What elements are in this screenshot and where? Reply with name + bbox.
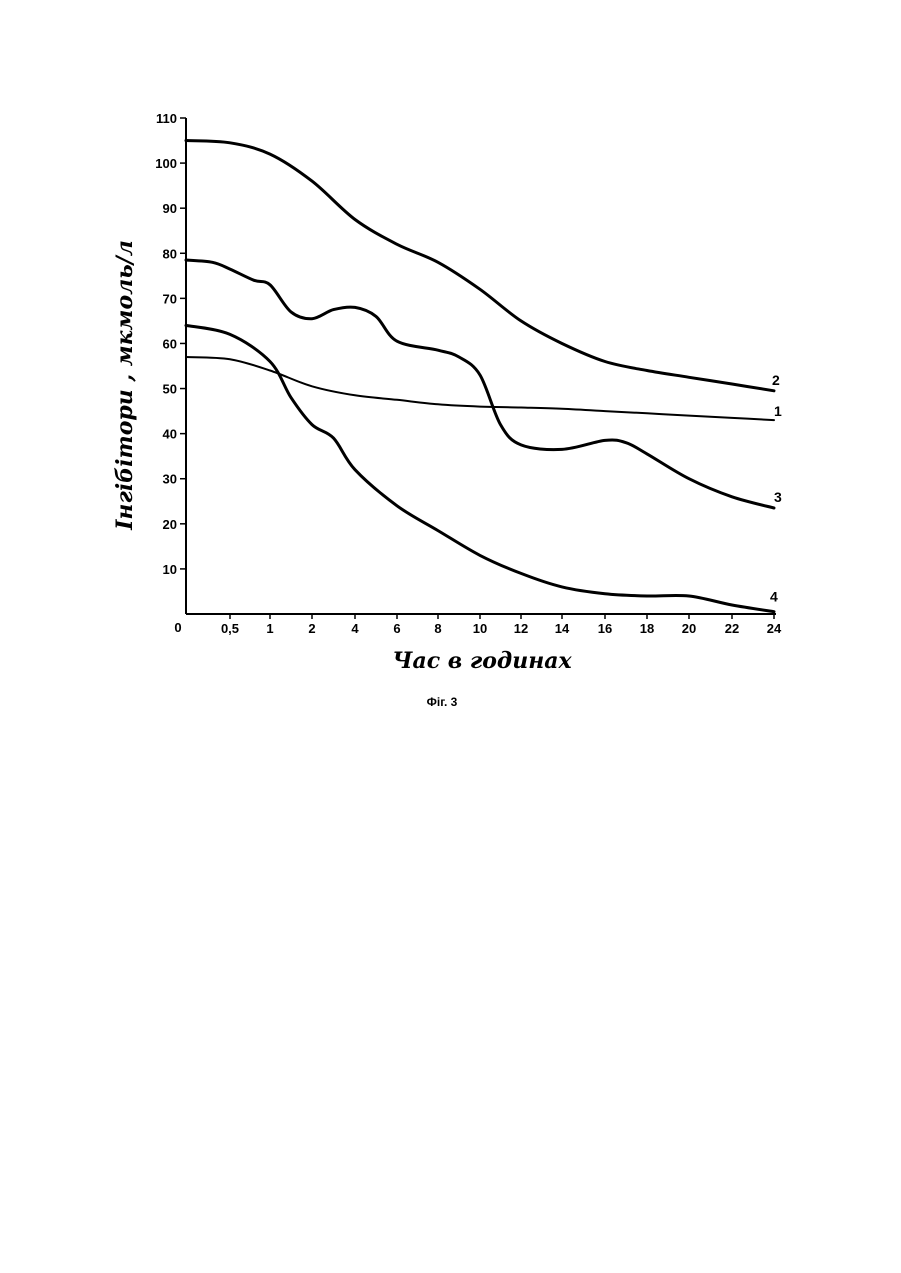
y-tick-label: 110: [156, 111, 177, 126]
curve-label-3: 3: [774, 489, 782, 505]
curve-labels: 1 2 3 4: [770, 372, 782, 605]
x-tick-label: 22: [725, 621, 739, 636]
y-tick-label: 30: [163, 472, 177, 487]
y-tick-label: 20: [163, 517, 177, 532]
curves: [186, 141, 774, 612]
x-tick-label: 24: [767, 621, 782, 636]
curve-3: [186, 260, 774, 508]
x-tick-label: 16: [598, 621, 612, 636]
y-tick-label: 40: [163, 427, 177, 442]
curve-2: [186, 141, 774, 391]
figure-caption: Фіг. 3: [427, 695, 458, 709]
y-tick-label: 60: [163, 336, 177, 351]
y-tick-label: 10: [163, 562, 177, 577]
x-tick-label: 6: [393, 621, 400, 636]
x-ticks: 0,5124681012141618202224: [221, 614, 782, 636]
y-tick-label: 50: [163, 382, 177, 397]
x-tick-label: 14: [555, 621, 570, 636]
origin-label: 0: [174, 620, 181, 635]
y-tick-label: 70: [163, 291, 177, 306]
curve-4: [186, 325, 774, 611]
x-tick-label: 8: [434, 621, 441, 636]
y-tick-label: 80: [163, 246, 177, 261]
x-tick-label: 2: [308, 621, 315, 636]
y-tick-label: 100: [155, 156, 177, 171]
y-axis-title: Інгібітори , мкмоль/л: [112, 240, 138, 531]
x-axis-title: Час в годинах: [392, 648, 572, 674]
x-tick-label: 20: [682, 621, 696, 636]
line-chart: 102030405060708090100110 0,5124681012141…: [0, 0, 901, 760]
x-tick-label: 18: [640, 621, 654, 636]
x-tick-label: 10: [473, 621, 487, 636]
y-tick-label: 90: [163, 201, 177, 216]
x-tick-label: 1: [266, 621, 273, 636]
y-ticks: 10 20 30 40 50 60 70 80 90 100 110: [155, 111, 186, 577]
x-tick-label: 12: [514, 621, 528, 636]
curve-label-4: 4: [770, 589, 778, 605]
x-tick-label: 4: [351, 621, 359, 636]
curve-label-2: 2: [772, 372, 780, 388]
x-tick-label: 0,5: [221, 621, 239, 636]
curve-label-1: 1: [774, 403, 782, 419]
